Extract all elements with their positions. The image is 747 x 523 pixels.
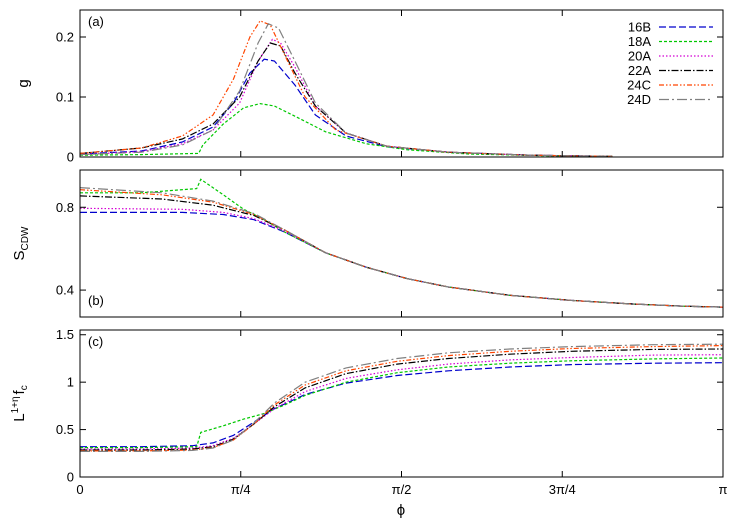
panel-c-series-24c <box>80 345 723 452</box>
panel-b-series-24c <box>79 189 723 308</box>
legend-entry-20a: 20A <box>628 49 713 64</box>
legend-label: 24D <box>627 92 651 107</box>
panel-a-series-20a <box>79 38 613 157</box>
panel-a-ytick-label: 0.2 <box>56 30 74 45</box>
x-tick-labels: 0 π/4 π/2 3π/4 π <box>76 482 727 497</box>
legend-entry-24c: 24C <box>627 78 713 93</box>
x-tick-label: 3π/4 <box>549 482 576 497</box>
panel-b-series-16b <box>80 211 723 308</box>
panel-a-tag: (a) <box>88 14 104 29</box>
panel-a-series-24c <box>79 20 613 157</box>
panel-c-ylabel: L1+ηfc <box>10 385 30 421</box>
panel-a-ylabel: g <box>15 79 32 87</box>
panel-b-tag: (b) <box>88 293 104 308</box>
panel-b-ytick-label: 0.8 <box>56 200 74 215</box>
x-tick-label: π/2 <box>392 482 412 497</box>
panel-b-ylabel: SCDW <box>11 226 31 260</box>
x-axis-label: ϕ <box>397 502 405 519</box>
panel-b-frame <box>79 169 724 318</box>
panel-a-series-22a <box>79 42 613 157</box>
panel-c-tag: (c) <box>88 334 103 349</box>
legend-label: 18A <box>628 34 651 49</box>
panel-c-ytick-label: 0 <box>67 470 74 485</box>
panel-c-series-16b <box>80 362 723 448</box>
panel-c: 0 0.5 1 1.5 (c) L1+ηfc <box>10 327 724 485</box>
panel-a-series-24d <box>79 23 613 157</box>
panel-c-series-22a <box>80 348 723 451</box>
panel-b-series-20a <box>79 207 723 308</box>
legend-label: 24C <box>627 78 651 93</box>
panel-a-series-16b <box>79 58 613 157</box>
panel-a-ytick-label: 0 <box>67 150 74 165</box>
x-tick-label: π <box>719 482 728 497</box>
panel-c-series-18a <box>80 357 723 449</box>
panel-b-ytick-label: 0.4 <box>56 283 74 298</box>
panel-b: 0.4 0.8 (b) SCDW <box>11 169 724 318</box>
panel-c-ytick-label: 1 <box>67 375 74 390</box>
legend-label: 16B <box>628 20 651 35</box>
legend-entry-18a: 18A <box>628 34 713 49</box>
legend-entry-16b: 16B <box>628 20 713 35</box>
legend-label: 22A <box>628 63 651 78</box>
legend-entry-24d: 24D <box>627 92 713 107</box>
legend-entry-22a: 22A <box>628 63 713 78</box>
panel-c-ytick-label: 1.5 <box>56 327 74 342</box>
legend-label: 20A <box>628 49 651 64</box>
panel-b-series-18a <box>80 178 723 308</box>
panel-c-series-20a <box>80 354 723 450</box>
panel-c-ytick-label: 0.5 <box>56 422 74 437</box>
panel-b-series-22a <box>79 195 723 308</box>
x-tick-label: π/4 <box>231 482 251 497</box>
panel-c-series-24d <box>80 343 723 452</box>
panel-a-ytick-label: 0.1 <box>56 90 74 105</box>
x-tick-label: 0 <box>76 482 83 497</box>
panel-b-series-24d <box>79 187 723 308</box>
panel-c-frame <box>79 329 724 478</box>
